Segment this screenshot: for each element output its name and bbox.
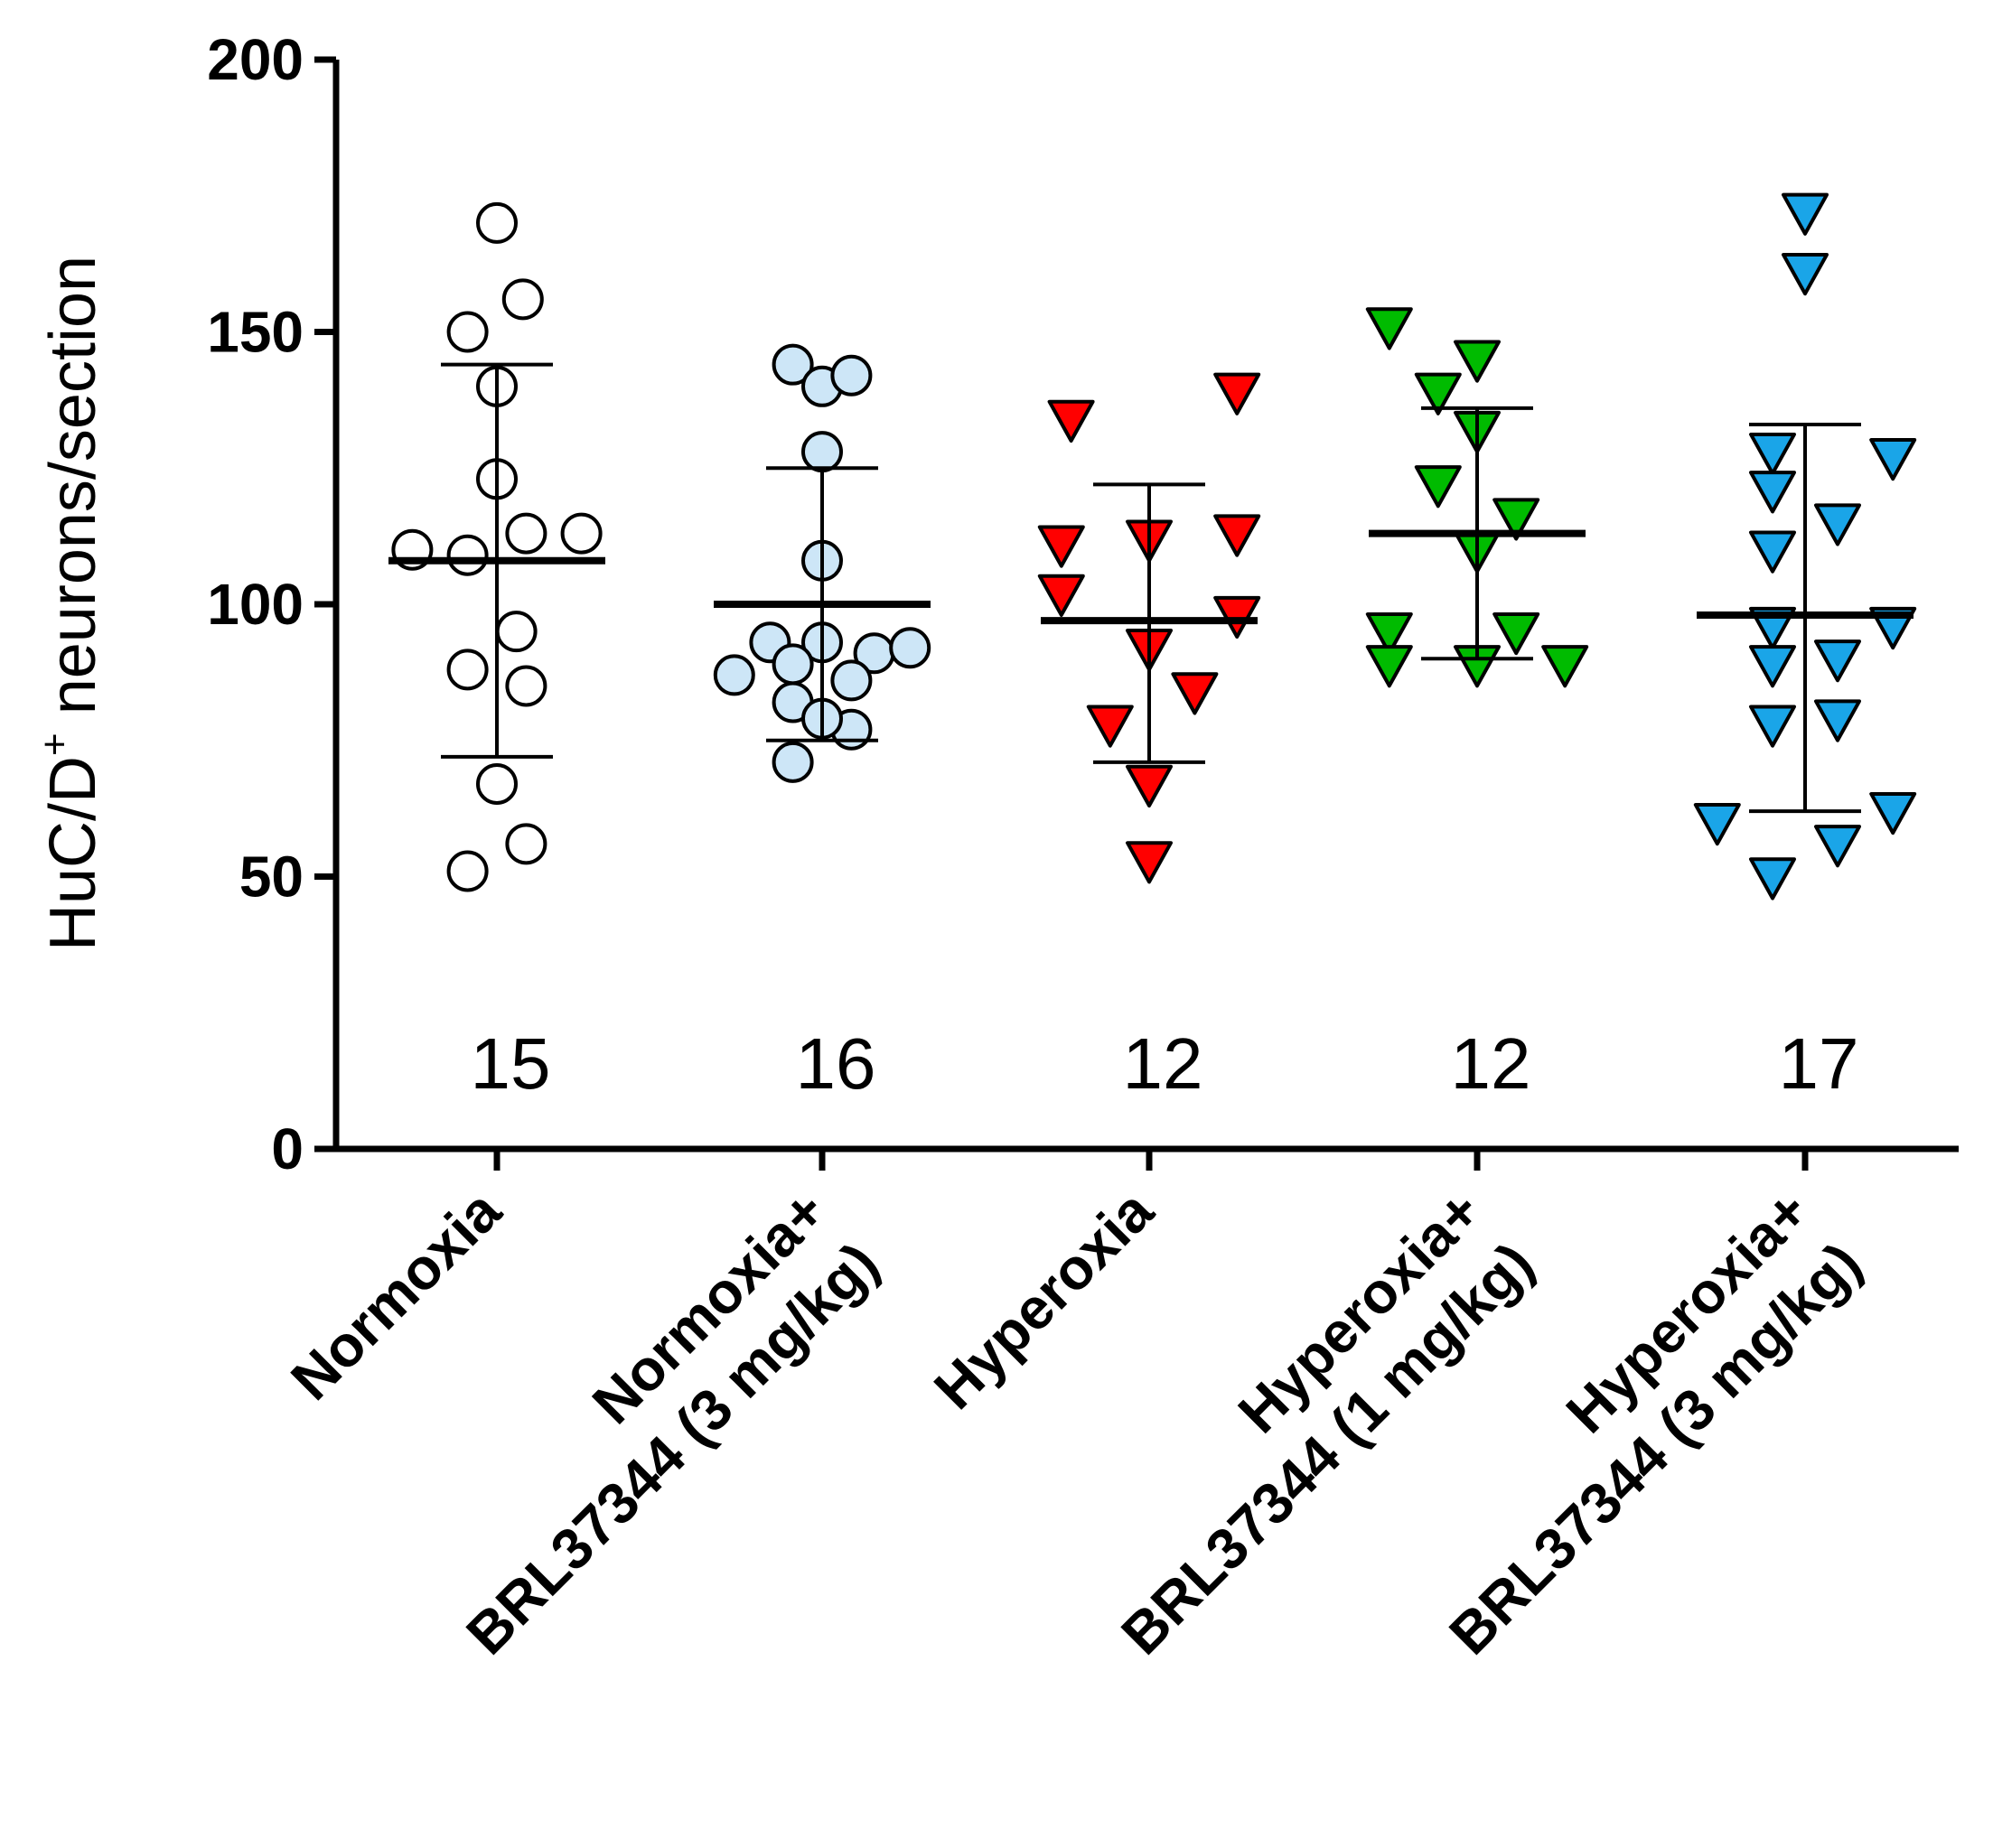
data-point <box>1171 672 1219 715</box>
data-point <box>505 512 547 555</box>
data-point <box>830 354 873 397</box>
data-point <box>1869 791 1917 835</box>
data-point <box>1541 645 1589 688</box>
data-point <box>1749 471 1796 514</box>
data-point <box>772 741 814 783</box>
group-2: 16 <box>713 343 931 1171</box>
group-3: 12 <box>1037 372 1261 1171</box>
data-point <box>1365 307 1413 350</box>
data-point <box>772 643 814 686</box>
data-point <box>501 278 544 321</box>
data-point <box>713 654 755 696</box>
data-point <box>560 512 603 555</box>
data-point <box>1086 705 1134 748</box>
x-category-label: Hyperoxia <box>922 1178 1165 1422</box>
x-category-labels: Normoxia Normoxia+BRL37344 (3 mg/kg) Hyper… <box>278 1178 1874 1667</box>
data-point <box>1126 841 1173 884</box>
n-label: 12 <box>1451 1023 1531 1104</box>
y-ticks: 0 50 100 150 200 <box>207 27 336 1181</box>
data-point <box>889 627 931 669</box>
y-tick-label: 50 <box>239 845 304 910</box>
data-point <box>801 431 843 473</box>
data-point <box>1126 764 1173 807</box>
data-point <box>1749 705 1796 748</box>
data-point <box>1814 699 1861 742</box>
n-label: 15 <box>471 1023 551 1104</box>
y-axis-label: HuC/D+ neurons/section <box>33 256 109 951</box>
data-point <box>1037 574 1085 617</box>
data-point <box>1213 372 1261 415</box>
y-axis-label-main: HuC/D <box>37 756 109 951</box>
data-groups: 15 16 12 12 17 <box>388 192 1917 1171</box>
data-point <box>772 343 814 386</box>
data-point <box>1693 803 1741 846</box>
data-point <box>446 850 489 892</box>
data-point <box>830 659 873 702</box>
data-point <box>446 311 489 353</box>
axes <box>332 60 1959 1153</box>
data-point <box>1492 498 1540 541</box>
data-point <box>1782 252 1829 296</box>
data-point <box>476 201 518 244</box>
data-point <box>505 823 547 865</box>
data-point <box>1037 525 1085 568</box>
group-5: 17 <box>1693 192 1917 1171</box>
y-axis-label-suffix: neurons/section <box>37 256 109 733</box>
data-point <box>446 534 489 576</box>
data-point <box>505 665 547 707</box>
y-axis-label-superscript: + <box>33 733 77 756</box>
data-point <box>1492 611 1540 656</box>
y-tick-label: 150 <box>207 300 304 365</box>
y-tick-label: 0 <box>271 1116 304 1181</box>
data-point <box>1414 372 1462 415</box>
data-point <box>1454 340 1501 383</box>
y-tick-label: 200 <box>207 27 304 92</box>
data-point <box>1782 192 1829 236</box>
n-label: 17 <box>1779 1023 1859 1104</box>
data-point <box>1047 399 1095 443</box>
data-point <box>1213 514 1261 557</box>
n-label: 16 <box>796 1023 876 1104</box>
data-point <box>1749 530 1796 574</box>
data-point <box>446 649 489 691</box>
data-point <box>1814 825 1861 868</box>
data-point <box>495 611 538 653</box>
data-point <box>1749 432 1796 476</box>
data-point <box>1414 465 1462 509</box>
data-point <box>1365 611 1413 656</box>
data-point <box>1869 437 1917 481</box>
x-category-label-line: Hyperoxia <box>922 1178 1165 1422</box>
n-label: 12 <box>1123 1023 1203 1104</box>
x-category-label-line: Normoxia <box>278 1178 513 1413</box>
x-category-label-line: BRL37344 (3 mg/kg) <box>454 1230 890 1666</box>
y-tick-label: 100 <box>207 572 304 637</box>
data-point <box>1749 857 1796 901</box>
data-point <box>1365 645 1413 688</box>
data-point <box>1814 639 1861 683</box>
group-4: 12 <box>1365 307 1589 1171</box>
data-point <box>1749 645 1796 688</box>
data-point <box>1814 503 1861 546</box>
x-category-label: Normoxia <box>278 1178 513 1413</box>
data-point <box>476 762 518 805</box>
group-1: 15 <box>388 201 605 1171</box>
